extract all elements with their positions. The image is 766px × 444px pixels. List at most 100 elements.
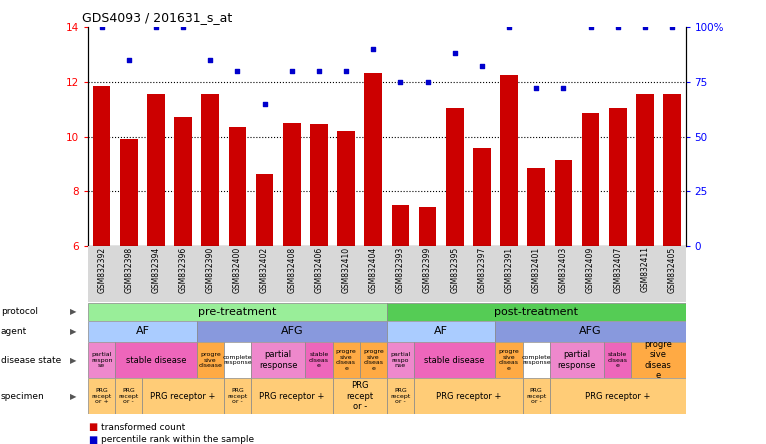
Point [449, 49, 461, 56]
Text: disease state: disease state [1, 356, 61, 365]
Point [503, 23, 516, 30]
Text: progre
sive
diseas
e: progre sive diseas e [336, 349, 356, 371]
Bar [283, 123, 300, 246]
Bar [197, 342, 224, 378]
Text: PRG
recept
or +: PRG recept or + [92, 388, 112, 404]
Text: AFG: AFG [280, 326, 303, 336]
Text: PRG receptor +: PRG receptor + [259, 392, 325, 400]
Bar [550, 378, 686, 414]
Text: complete
response: complete response [223, 355, 252, 365]
Text: GSM832395: GSM832395 [450, 246, 460, 293]
Text: GSM832402: GSM832402 [260, 246, 269, 293]
Point [367, 45, 379, 52]
Bar [446, 108, 463, 246]
Text: percentile rank within the sample: percentile rank within the sample [101, 435, 254, 444]
Point [123, 56, 135, 63]
Text: progre
sive
disease: progre sive disease [198, 352, 222, 369]
Bar [224, 342, 251, 378]
Point [476, 63, 488, 70]
Bar [88, 303, 387, 321]
Bar [332, 342, 360, 378]
Text: GSM832392: GSM832392 [97, 246, 106, 293]
Text: specimen: specimen [1, 392, 44, 400]
Bar [473, 147, 491, 246]
Bar [251, 378, 332, 414]
Bar [387, 378, 414, 414]
Text: ▶: ▶ [70, 356, 77, 365]
Text: GSM832405: GSM832405 [667, 246, 676, 293]
Text: partial
response: partial response [558, 350, 596, 370]
Point [639, 23, 651, 30]
Text: stable
diseas
e: stable diseas e [309, 352, 329, 369]
Text: GDS4093 / 201631_s_at: GDS4093 / 201631_s_at [82, 11, 232, 24]
Text: GSM832396: GSM832396 [178, 246, 188, 293]
Text: ▶: ▶ [70, 307, 77, 316]
Bar [88, 378, 115, 414]
Bar [88, 321, 197, 342]
Bar [228, 127, 247, 246]
Bar [360, 342, 387, 378]
Text: PRG
recept
or -: PRG recept or - [119, 388, 139, 404]
Text: AF: AF [434, 326, 448, 336]
Text: protocol: protocol [1, 307, 38, 316]
Point [611, 23, 624, 30]
Point [666, 23, 678, 30]
Text: stable disease: stable disease [424, 356, 485, 365]
Bar [391, 205, 409, 246]
Text: GSM832391: GSM832391 [505, 246, 513, 293]
Bar [337, 131, 355, 246]
Point [394, 78, 407, 85]
Point [584, 23, 597, 30]
Bar [88, 342, 115, 378]
Text: GSM832390: GSM832390 [206, 246, 214, 293]
Bar [365, 73, 382, 246]
Point [258, 100, 270, 107]
Text: ▶: ▶ [70, 392, 77, 400]
Bar [115, 342, 197, 378]
Text: ▶: ▶ [70, 327, 77, 336]
Bar [332, 378, 387, 414]
Bar [201, 94, 219, 246]
Text: AF: AF [136, 326, 149, 336]
Text: progre
sive
diseas
e: progre sive diseas e [499, 349, 519, 371]
Bar [387, 321, 496, 342]
Text: GSM832411: GSM832411 [640, 246, 650, 293]
Text: partial
respo
nse: partial respo nse [390, 352, 411, 369]
Text: GSM832393: GSM832393 [396, 246, 405, 293]
Text: partial
response: partial response [259, 350, 297, 370]
Text: stable
diseas
e: stable diseas e [607, 352, 627, 369]
Bar [636, 94, 653, 246]
Text: pre-treatment: pre-treatment [198, 307, 277, 317]
Point [421, 78, 434, 85]
Point [150, 23, 162, 30]
Bar [175, 117, 192, 246]
Bar [197, 321, 387, 342]
Bar [609, 108, 627, 246]
Text: PRG receptor +: PRG receptor + [436, 392, 501, 400]
Text: GSM832406: GSM832406 [314, 246, 323, 293]
Point [340, 67, 352, 74]
Bar [500, 75, 518, 246]
Bar [581, 113, 599, 246]
Text: PRG
recept
or -: PRG recept or - [228, 388, 247, 404]
Bar [527, 168, 545, 246]
Bar [496, 342, 522, 378]
Bar [414, 378, 522, 414]
Point [231, 67, 244, 74]
Bar [387, 303, 686, 321]
Text: post-treatment: post-treatment [494, 307, 578, 317]
Bar [310, 124, 328, 246]
Bar [663, 94, 681, 246]
Text: GSM832401: GSM832401 [532, 246, 541, 293]
Bar [555, 160, 572, 246]
Text: GSM832404: GSM832404 [368, 246, 378, 293]
Bar [256, 174, 273, 246]
Text: transformed count: transformed count [101, 423, 185, 432]
Text: ■: ■ [88, 435, 97, 444]
Text: GSM832399: GSM832399 [423, 246, 432, 293]
Bar [496, 321, 686, 342]
Point [313, 67, 325, 74]
Text: GSM832400: GSM832400 [233, 246, 242, 293]
Bar [387, 342, 414, 378]
Text: progre
sive
diseas
e: progre sive diseas e [363, 349, 384, 371]
